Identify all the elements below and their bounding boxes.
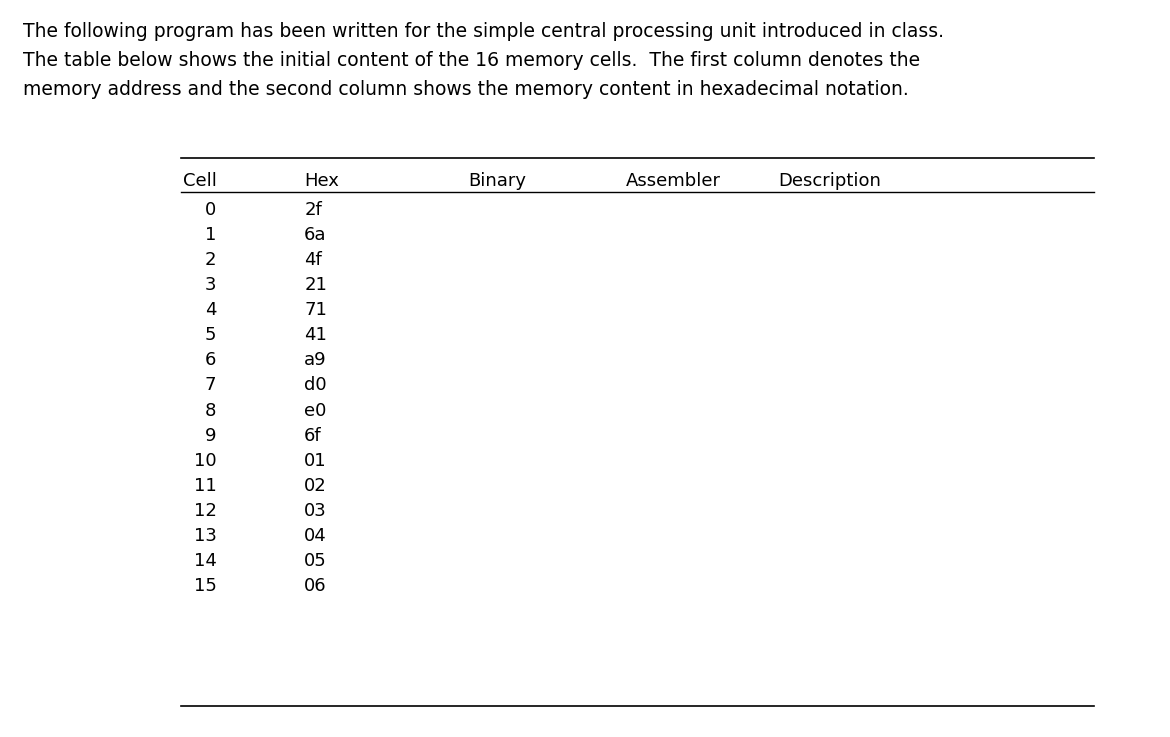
Text: d0: d0	[304, 377, 326, 394]
Text: 21: 21	[304, 276, 328, 294]
Text: a9: a9	[304, 352, 326, 369]
Text: 4f: 4f	[304, 251, 322, 269]
Text: 13: 13	[193, 527, 216, 545]
Text: 3: 3	[205, 276, 216, 294]
Text: Hex: Hex	[304, 172, 339, 189]
Text: 15: 15	[193, 577, 216, 595]
Text: 06: 06	[304, 577, 326, 595]
Text: 01: 01	[304, 452, 326, 469]
Text: 41: 41	[304, 326, 328, 344]
Text: 5: 5	[205, 326, 216, 344]
Text: 03: 03	[304, 502, 326, 520]
Text: 10: 10	[194, 452, 216, 469]
Text: 2: 2	[205, 251, 216, 269]
Text: 9: 9	[205, 427, 216, 444]
Text: 04: 04	[304, 527, 326, 545]
Text: 71: 71	[304, 301, 328, 319]
Text: 4: 4	[205, 301, 216, 319]
Text: Cell: Cell	[183, 172, 216, 189]
Text: 6a: 6a	[304, 226, 326, 244]
Text: 7: 7	[205, 377, 216, 394]
Text: 2f: 2f	[304, 201, 322, 219]
Text: Description: Description	[778, 172, 881, 189]
Text: Binary: Binary	[468, 172, 526, 189]
Text: 1: 1	[205, 226, 216, 244]
Text: 8: 8	[205, 402, 216, 419]
Text: 11: 11	[194, 477, 216, 495]
Text: The following program has been written for the simple central processing unit in: The following program has been written f…	[23, 22, 944, 99]
Text: 6f: 6f	[304, 427, 322, 444]
Text: 14: 14	[193, 552, 216, 570]
Text: 05: 05	[304, 552, 326, 570]
Text: 6: 6	[205, 352, 216, 369]
Text: Assembler: Assembler	[626, 172, 721, 189]
Text: 0: 0	[205, 201, 216, 219]
Text: e0: e0	[304, 402, 326, 419]
Text: 12: 12	[193, 502, 216, 520]
Text: 02: 02	[304, 477, 326, 495]
